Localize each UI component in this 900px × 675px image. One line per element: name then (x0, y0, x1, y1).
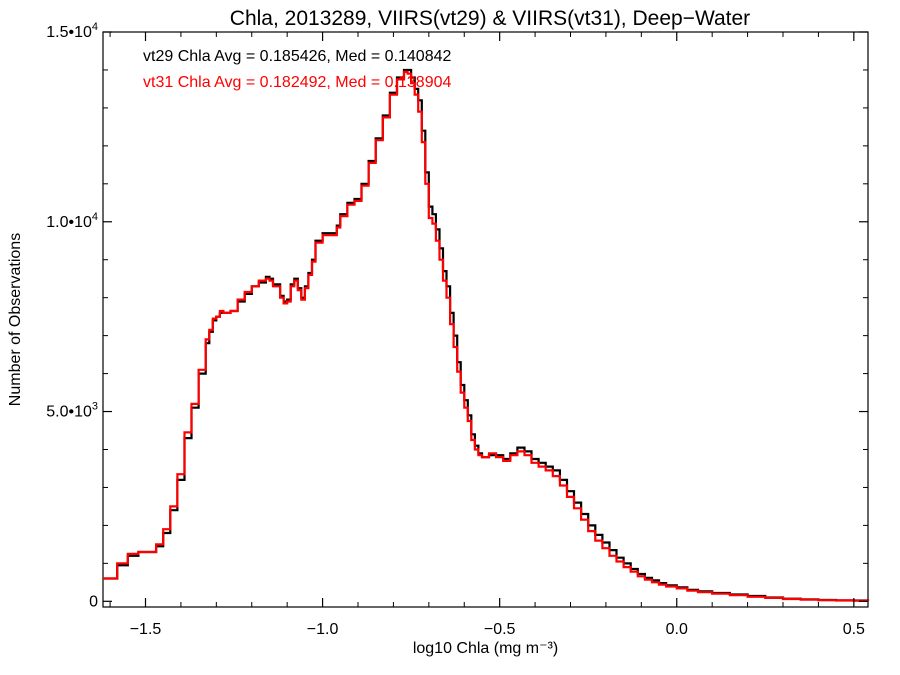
y-tick-label: 1.5•104 (46, 21, 98, 41)
x-tick-label: −0.5 (484, 621, 516, 638)
x-tick-label: −1.5 (130, 621, 162, 638)
plot-area: −1.5 −1.0 −0.5 0.0 0.5 0 5.0•103 1.0•104 1.5•104… (46, 21, 870, 638)
x-axis-label: log10 Chla (mg m⁻³) (413, 640, 558, 657)
y-axis-label: Number of Observations (7, 233, 24, 406)
x-tick-label: 0.0 (666, 621, 688, 638)
series-layer (103, 68, 870, 602)
stats-annotation: vt29 Chla Avg = 0.185426, Med = 0.140842 (143, 48, 451, 65)
series-vt31-line (103, 70, 870, 602)
series-vt29-line (103, 68, 870, 602)
y-tick-label: 5.0•103 (46, 401, 98, 421)
tick-layer: −1.5 −1.0 −0.5 0.0 0.5 0 5.0•103 1.0•104 1.5•104 (46, 21, 868, 638)
x-tick-label: −1.0 (307, 621, 339, 638)
annotation-layer: vt29 Chla Avg = 0.185426, Med = 0.140842… (143, 48, 451, 91)
y-tick-label: 1.0•104 (46, 211, 98, 231)
y-tick-label: 0 (89, 593, 98, 610)
plot-frame (102, 31, 869, 608)
stats-annotation: vt31 Chla Avg = 0.182492, Med = 0.138904 (143, 74, 451, 91)
chart-title: Chla, 2013289, VIIRS(vt29) & VIIRS(vt31)… (230, 7, 750, 30)
x-tick-label: 0.5 (843, 621, 865, 638)
